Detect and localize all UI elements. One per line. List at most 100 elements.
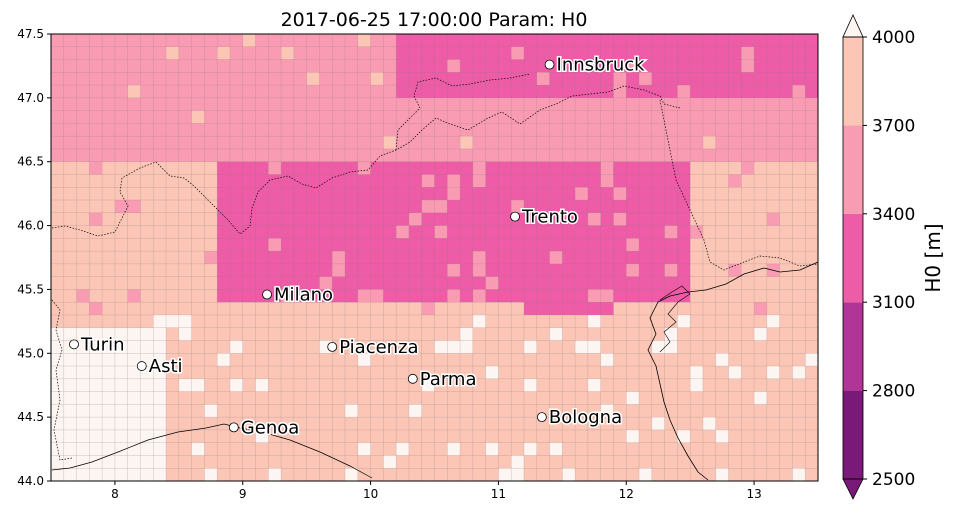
heat-cell [523,225,538,239]
heat-cell [523,59,538,73]
heat-cell [690,366,704,380]
heat-cell [421,97,435,111]
heat-cell [255,314,269,329]
heat-cell [306,225,320,239]
heat-cell [281,289,295,303]
heat-cell [127,97,141,111]
coastline-borders [51,73,819,481]
heat-cell [613,123,627,137]
heat-cell [191,72,205,86]
heat-cell [766,391,780,405]
heat-cell [345,429,359,443]
heat-cell [63,302,77,316]
heat-cell [600,97,614,111]
heat-cell [651,340,665,354]
heat-cell [396,187,410,201]
heat-cell [549,455,563,469]
heat-cell [51,46,65,60]
heat-cell [178,263,192,277]
y-tick-label: 45.0 [17,346,44,360]
heat-cell [178,161,192,175]
heat-cell [421,200,435,214]
heat-cell [293,212,307,226]
heat-cell [255,59,269,73]
heat-cell [754,302,768,316]
heat-cell [191,429,205,443]
heat-cell [166,225,180,239]
heat-cell [600,46,614,60]
heat-cell [536,34,550,48]
heat-cell [562,136,576,150]
heat-cell [204,34,218,48]
heat-cell [498,110,512,124]
heat-cell [383,340,397,354]
heat-cell [191,85,205,99]
heat-cell [166,72,180,86]
heat-cell [562,85,576,99]
heat-cell [754,110,768,124]
heat-cell [677,148,691,163]
heat-cell [383,327,397,341]
heat-cell [741,123,755,137]
heat-cell [779,442,793,456]
heat-cell [575,187,589,201]
heat-cell [268,442,282,456]
heat-cell [485,276,499,290]
heat-cell [575,429,589,443]
heat-cell [498,276,512,290]
heat-cell [229,187,244,201]
heat-cell [741,417,755,431]
heat-cell [268,251,282,265]
heat-cell [766,302,780,316]
heat-cell [626,72,640,86]
heat-cell [63,148,77,163]
heat-cell [408,46,423,60]
heat-cell [357,148,371,163]
heat-cell [805,302,819,316]
y-tick-label: 46.0 [17,219,44,233]
heat-cell [664,391,678,405]
heat-cell [178,276,192,290]
heat-cell [651,251,665,265]
heat-cell [587,442,601,456]
heat-cell [715,110,729,124]
heat-cell [805,136,819,150]
heat-cell [268,174,282,188]
heat-cell [728,327,742,341]
heat-cell [281,59,295,73]
heat-cell [613,442,627,456]
heat-cell [332,212,346,226]
heat-cell [677,468,691,482]
heat-cell [728,238,742,252]
heat-cell [702,251,717,265]
heat-cell [102,366,116,380]
heat-cell [651,404,665,418]
heat-cell [523,417,538,431]
heat-cell [460,187,474,201]
heat-cell [677,340,691,354]
heat-cell [460,263,474,277]
heat-cell [204,442,218,456]
heat-cell [102,314,116,329]
heat-cell [127,302,141,316]
heat-cell [600,72,614,86]
heat-cell [281,161,295,175]
heat-cell [293,148,307,163]
heat-cell [345,110,359,124]
heat-cell [242,187,256,201]
heat-cell [447,404,461,418]
heat-cell [204,97,218,111]
heat-cell [306,378,320,392]
heat-cell [281,251,295,265]
heat-cell [357,327,371,341]
heat-cell [408,225,423,239]
heat-cell [766,97,780,111]
heat-cell [89,327,103,341]
heat-cell [639,136,653,150]
heat-cell [76,110,90,124]
heat-cell [447,378,461,392]
heat-cell [357,429,371,443]
heat-cell [741,46,755,60]
heat-cell [204,276,218,290]
heat-cell [281,72,295,86]
